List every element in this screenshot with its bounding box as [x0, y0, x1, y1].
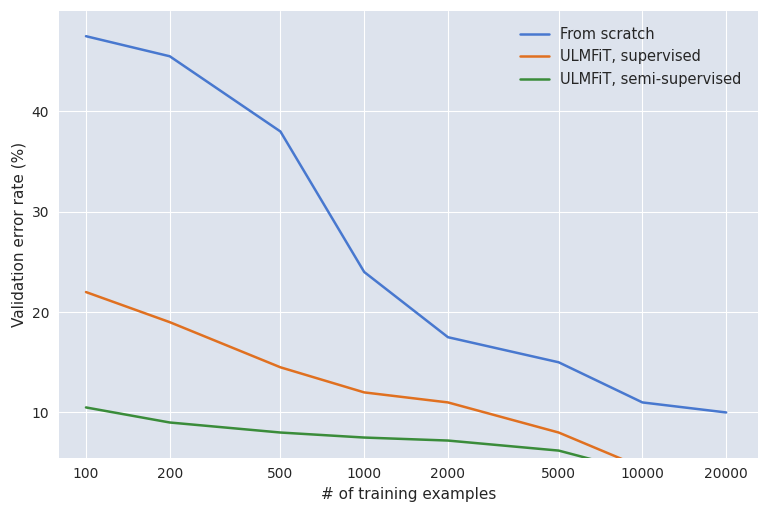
Line: ULMFiT, supervised: ULMFiT, supervised: [86, 292, 726, 478]
ULMFiT, supervised: [554, 429, 563, 436]
ULMFiT, semi-supervised: [165, 420, 175, 426]
From scratch: [276, 128, 285, 134]
From scratch: [554, 359, 563, 365]
ULMFiT, supervised: [721, 475, 731, 481]
From scratch: [165, 53, 175, 60]
From scratch: [444, 334, 453, 340]
ULMFiT, semi-supervised: [444, 438, 453, 444]
ULMFiT, supervised: [165, 319, 175, 325]
Line: ULMFiT, semi-supervised: ULMFiT, semi-supervised: [86, 407, 726, 478]
ULMFiT, semi-supervised: [360, 435, 369, 441]
ULMFiT, supervised: [276, 364, 285, 370]
ULMFiT, supervised: [444, 399, 453, 405]
ULMFiT, semi-supervised: [276, 429, 285, 436]
Legend: From scratch, ULMFiT, supervised, ULMFiT, semi-supervised: From scratch, ULMFiT, supervised, ULMFiT…: [511, 18, 751, 95]
From scratch: [638, 399, 647, 405]
ULMFiT, semi-supervised: [554, 447, 563, 453]
From scratch: [360, 269, 369, 275]
ULMFiT, semi-supervised: [721, 475, 731, 481]
ULMFiT, semi-supervised: [638, 469, 647, 476]
From scratch: [82, 33, 91, 40]
Y-axis label: Validation error rate (%): Validation error rate (%): [11, 142, 26, 327]
X-axis label: # of training examples: # of training examples: [321, 487, 496, 502]
From scratch: [721, 409, 731, 416]
ULMFiT, supervised: [638, 465, 647, 471]
ULMFiT, supervised: [360, 389, 369, 396]
ULMFiT, semi-supervised: [82, 404, 91, 410]
Line: From scratch: From scratch: [86, 36, 726, 412]
ULMFiT, supervised: [82, 289, 91, 295]
